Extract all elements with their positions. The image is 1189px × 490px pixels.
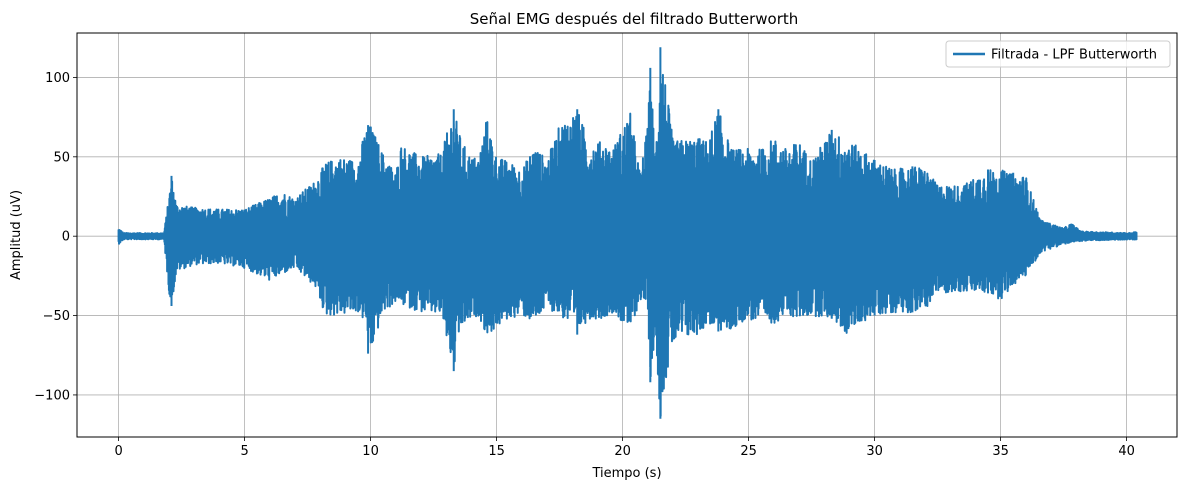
x-tick-label: 0 bbox=[114, 444, 122, 459]
emg-signal-line bbox=[117, 47, 1138, 419]
x-tick-label: 40 bbox=[1118, 444, 1135, 459]
x-tick-label: 30 bbox=[866, 444, 883, 459]
legend-label: Filtrada - LPF Butterworth bbox=[991, 48, 1157, 63]
plot-area-frame bbox=[76, 32, 1178, 438]
y-tick-label: 50 bbox=[53, 150, 70, 165]
y-axis-title: Amplitud (uV) bbox=[9, 190, 24, 280]
x-tick-label: 5 bbox=[240, 444, 248, 459]
y-tick-label: 100 bbox=[45, 71, 70, 86]
x-axis-title: Tiempo (s) bbox=[591, 466, 661, 481]
chart-title: Señal EMG después del filtrado Butterwor… bbox=[470, 10, 799, 28]
legend: Filtrada - LPF Butterworth bbox=[945, 40, 1171, 68]
y-axis-ticks: −100 −50 0 50 100 bbox=[34, 71, 77, 403]
x-tick-label: 35 bbox=[992, 444, 1009, 459]
x-tick-label: 20 bbox=[614, 444, 631, 459]
legend-box bbox=[945, 40, 1171, 68]
y-tick-label: −50 bbox=[43, 309, 70, 324]
x-tick-label: 25 bbox=[740, 444, 757, 459]
x-tick-label: 10 bbox=[362, 444, 379, 459]
x-tick-label: 15 bbox=[488, 444, 505, 459]
series-filtrada-lpf-butterworth bbox=[117, 47, 1138, 419]
x-axis-ticks: 0 5 10 15 20 25 30 35 40 bbox=[114, 437, 1135, 459]
y-tick-label: −100 bbox=[34, 388, 70, 403]
y-tick-label: 0 bbox=[62, 230, 70, 245]
